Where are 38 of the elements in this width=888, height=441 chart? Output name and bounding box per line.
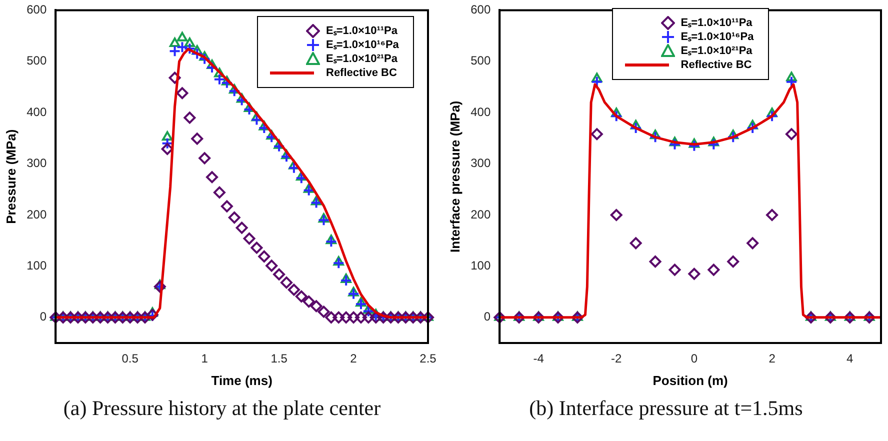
y-tick-label: 600 <box>26 2 47 17</box>
x-tick-label: 2 <box>350 352 358 366</box>
x-axis-title: Position (m) <box>652 372 728 388</box>
x-tick-label: 2 <box>768 352 776 366</box>
legend-label: Reflective BC <box>326 66 397 80</box>
x-tick-label: 1.5 <box>270 352 288 366</box>
y-tick-label: 0 <box>484 310 491 324</box>
legend-label: Eₛ=1.0×10¹¹Pa <box>680 16 752 30</box>
x-tick-label: 0.5 <box>122 352 139 366</box>
x-tick-label: 2.5 <box>420 352 437 366</box>
x-tick-label: 0 <box>690 352 698 366</box>
y-tick-label: 200 <box>470 207 491 222</box>
y-tick-label: 500 <box>470 54 491 68</box>
legend-label: Reflective BC <box>680 58 752 72</box>
y-tick-label: 400 <box>470 104 491 119</box>
y-tick-label: 300 <box>26 156 47 170</box>
y-tick-label: 200 <box>26 207 47 222</box>
x-tick-label: 4 <box>846 352 854 366</box>
text: (b) Interface pressure at t=1.5ms <box>528 396 804 421</box>
legend-label: Eₛ=1.0×10¹⁶Pa <box>326 38 399 52</box>
y-tick-label: 100 <box>26 258 47 273</box>
y-tick-label: 500 <box>26 54 47 68</box>
x-tick-label: 1 <box>201 352 208 366</box>
legend-label: Eₛ=1.0×10²¹Pa <box>326 52 398 66</box>
y-axis-title: Pressure (MPa) <box>3 129 18 224</box>
y-tick-label: 100 <box>470 258 491 273</box>
y-axis-title: Interface pressure (MPa) <box>447 100 462 252</box>
x-axis-title: Time (ms) <box>211 372 272 388</box>
x-tick-label: -4 <box>533 352 544 366</box>
x-tick-label: -2 <box>611 352 622 366</box>
y-tick-label: 400 <box>26 104 47 119</box>
y-tick-label: 0 <box>40 310 47 324</box>
y-tick-label: 600 <box>470 2 491 17</box>
legend-label: Eₛ=1.0×10¹¹Pa <box>326 24 398 38</box>
legend-label: Eₛ=1.0×10¹⁶Pa <box>680 30 754 44</box>
y-tick-label: 300 <box>470 156 491 170</box>
text: (a) Pressure history at the plate center <box>62 396 382 421</box>
legend-label: Eₛ=1.0×10²¹Pa <box>680 44 752 58</box>
